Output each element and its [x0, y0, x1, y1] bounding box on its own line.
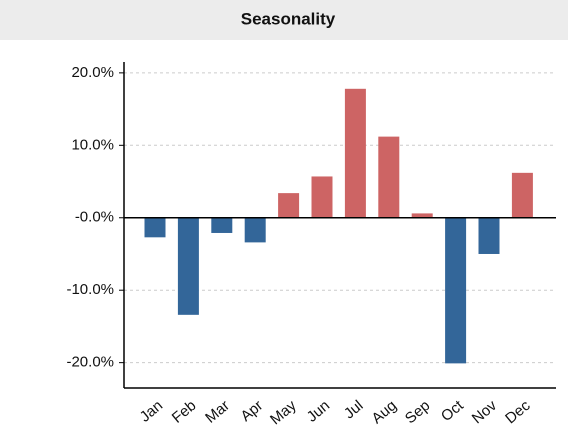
- bar: [144, 217, 166, 238]
- bar: [344, 88, 366, 218]
- bar: [177, 217, 199, 315]
- bar: [244, 217, 266, 243]
- bar: [511, 172, 533, 218]
- bar: [478, 217, 500, 254]
- x-tick-label: Jan: [137, 397, 166, 426]
- x-tick-label: Dec: [502, 397, 534, 427]
- x-tick-label: Sep: [402, 397, 433, 427]
- bar: [211, 217, 233, 233]
- x-tick-label: Jul: [341, 397, 367, 422]
- x-tick-label: May: [267, 397, 300, 429]
- x-tick-label: Feb: [169, 397, 200, 427]
- bar: [411, 213, 433, 218]
- bar: [445, 217, 467, 364]
- y-tick-label: -20.0%: [66, 354, 114, 371]
- x-tick-label: Mar: [202, 397, 233, 427]
- title-bar: [0, 0, 568, 40]
- x-tick-label: Aug: [369, 397, 400, 427]
- y-tick-label: 10.0%: [71, 136, 114, 153]
- bar: [378, 136, 400, 218]
- x-tick-label: Apr: [238, 397, 267, 425]
- y-tick-label: 20.0%: [71, 64, 114, 81]
- x-tick-label: Jun: [304, 397, 333, 426]
- x-tick-label: Oct: [438, 397, 467, 426]
- y-tick-label: -10.0%: [66, 281, 114, 298]
- chart-title: Seasonality: [241, 9, 336, 28]
- bar: [278, 193, 300, 218]
- y-tick-label: -0.0%: [75, 209, 114, 226]
- x-tick-label: Nov: [469, 397, 501, 427]
- bar: [311, 176, 333, 218]
